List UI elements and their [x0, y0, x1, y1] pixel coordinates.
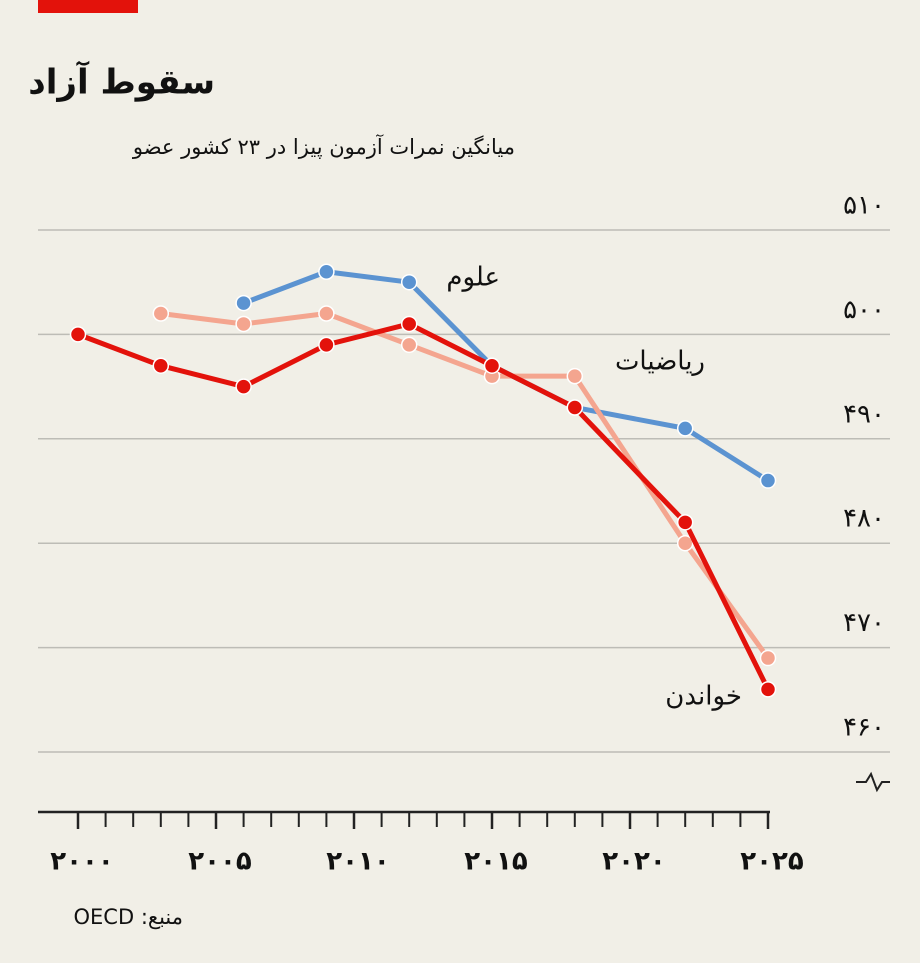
x-tick-label: ۲۰۱۵ [464, 847, 528, 877]
point [318, 305, 335, 322]
chart-subtitle: میانگین نمرات آزمون پیزا در ۲۳ کشور عضو [132, 134, 515, 159]
series-label: خواندن [665, 682, 742, 712]
series-label: علوم [446, 263, 500, 293]
x-tick-label: ۲۰۰۰ [50, 847, 113, 877]
point [400, 273, 418, 291]
brand-bar [38, 0, 138, 13]
point [759, 681, 777, 698]
point [566, 399, 584, 416]
point [759, 472, 777, 489]
point [676, 534, 694, 552]
source: منبع: OECD [74, 905, 184, 929]
point [483, 357, 501, 374]
x-tick-label: ۲۰۰۵ [188, 847, 252, 877]
point [400, 336, 418, 354]
x-tick-label: ۲۰۱۰ [326, 847, 389, 877]
point [400, 315, 418, 333]
point [566, 367, 584, 385]
point [318, 263, 335, 281]
y-tick-label: ۴۶۰ [843, 713, 885, 743]
y-tick-label: ۴۹۰ [843, 399, 885, 429]
y-tick-label: ۴۸۰ [843, 504, 885, 534]
point [676, 514, 694, 531]
point [235, 315, 252, 333]
axis-break [856, 771, 890, 793]
chart-title: سقوط آزاد [28, 61, 215, 103]
y-tick-label: ۵۰۰ [843, 295, 885, 325]
x-tick-label: ۲۰۲۰ [602, 847, 665, 877]
series-label: ریاضیات [615, 347, 705, 377]
y-tick-label: ۴۷۰ [843, 608, 885, 638]
point [235, 294, 252, 312]
line [160, 311, 771, 660]
y-tick-label: ۵۱۰ [843, 191, 885, 221]
point [235, 378, 252, 395]
point [152, 357, 170, 374]
point [318, 336, 335, 354]
point [152, 305, 170, 322]
point [759, 649, 777, 667]
point [69, 326, 87, 343]
point [676, 420, 694, 437]
x-tick-label: ۲۰۲۵ [740, 847, 804, 877]
